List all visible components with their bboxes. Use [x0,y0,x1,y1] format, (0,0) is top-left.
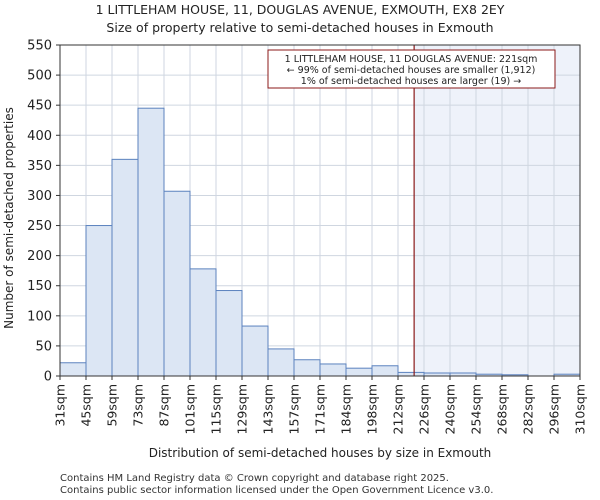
x-tick-label: 184sqm [339,384,354,434]
histogram-bar [241,325,269,377]
y-tick-label: 400 [27,129,52,144]
histogram-bar [345,367,373,377]
y-tick-label: 50 [35,339,52,354]
chart-subtitle: Size of property relative to semi-detach… [106,20,494,35]
y-tick-label: 350 [27,159,52,174]
x-tick-label: 226sqm [417,384,432,434]
histogram-bar [137,107,165,377]
x-tick-label: 157sqm [287,384,302,434]
x-tick-label: 198sqm [365,384,380,434]
histogram-bar [163,190,191,377]
y-axis-label: Number of semi-detached properties [2,107,16,329]
x-tick-label: 310sqm [573,384,588,434]
y-tick-label: 500 [27,69,52,84]
x-tick-label: 296sqm [547,384,562,434]
y-tick-label: 200 [27,249,52,264]
x-tick-label: 212sqm [391,384,406,434]
histogram-bar [397,371,425,377]
x-tick-label: 101sqm [183,384,198,434]
x-tick-label: 240sqm [443,384,458,434]
y-tick-label: 150 [27,279,52,294]
histogram-bar [111,158,139,377]
histogram-bar [319,363,347,377]
x-tick-label: 143sqm [261,384,276,434]
histogram-bar [85,225,113,377]
footer-attribution-1: Contains HM Land Registry data © Crown c… [60,473,449,484]
x-tick-label: 31sqm [53,384,68,427]
footer-attribution-2: Contains public sector information licen… [60,485,494,496]
y-tick-label: 300 [27,189,52,204]
x-tick-label: 171sqm [313,384,328,434]
histogram-bar [189,268,217,377]
x-tick-label: 254sqm [469,384,484,434]
x-tick-label: 45sqm [79,384,94,427]
x-tick-label: 73sqm [131,384,146,427]
annotation-box [267,49,556,89]
shaded-region-larger [414,45,580,376]
x-tick-label: 268sqm [495,384,510,434]
annotation-line-2: ← 99% of semi-detached houses are smalle… [287,65,536,76]
x-tick-label: 129sqm [235,384,250,434]
histogram-bar [293,359,321,377]
histogram-bar [59,362,87,377]
histogram-bar [371,365,399,377]
chart-title: 1 LITTLEHAM HOUSE, 11, DOUGLAS AVENUE, E… [95,2,505,17]
x-tick-label: 87sqm [157,384,172,427]
x-axis-label: Distribution of semi-detached houses by … [149,446,492,460]
annotation-line-1: 1 LITTLEHAM HOUSE, 11 DOUGLAS AVENUE: 22… [285,54,538,65]
histogram-chart: 0 50 100 150 200 250 300 350 400 450 500 550 31sqm 4… [2,39,588,461]
histogram-bar [215,290,243,377]
histogram-bar [267,348,295,377]
y-tick-label: 0 [44,370,52,385]
x-tick-label: 115sqm [209,384,224,434]
x-tick-label: 282sqm [521,384,536,434]
y-tick-label: 550 [27,39,52,54]
x-tick-label: 59sqm [105,384,120,427]
y-tick-label: 450 [27,99,52,114]
y-tick-label: 100 [27,309,52,324]
annotation-line-3: 1% of semi-detached houses are larger (1… [301,76,521,87]
y-tick-label: 250 [27,219,52,234]
marker-annotation: 1 LITTLEHAM HOUSE, 11 DOUGLAS AVENUE: 22… [267,49,556,89]
